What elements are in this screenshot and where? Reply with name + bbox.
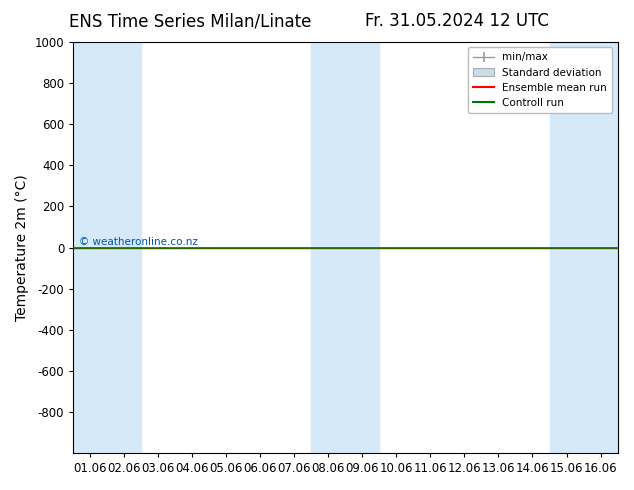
Text: Fr. 31.05.2024 12 UTC: Fr. 31.05.2024 12 UTC <box>365 12 548 30</box>
Text: ENS Time Series Milan/Linate: ENS Time Series Milan/Linate <box>69 12 311 30</box>
Bar <box>311 42 379 453</box>
Y-axis label: Temperature 2m (°C): Temperature 2m (°C) <box>15 174 29 321</box>
Bar <box>550 42 618 453</box>
Bar <box>73 42 141 453</box>
Legend: min/max, Standard deviation, Ensemble mean run, Controll run: min/max, Standard deviation, Ensemble me… <box>468 47 612 113</box>
Text: © weatheronline.co.nz: © weatheronline.co.nz <box>79 237 198 247</box>
